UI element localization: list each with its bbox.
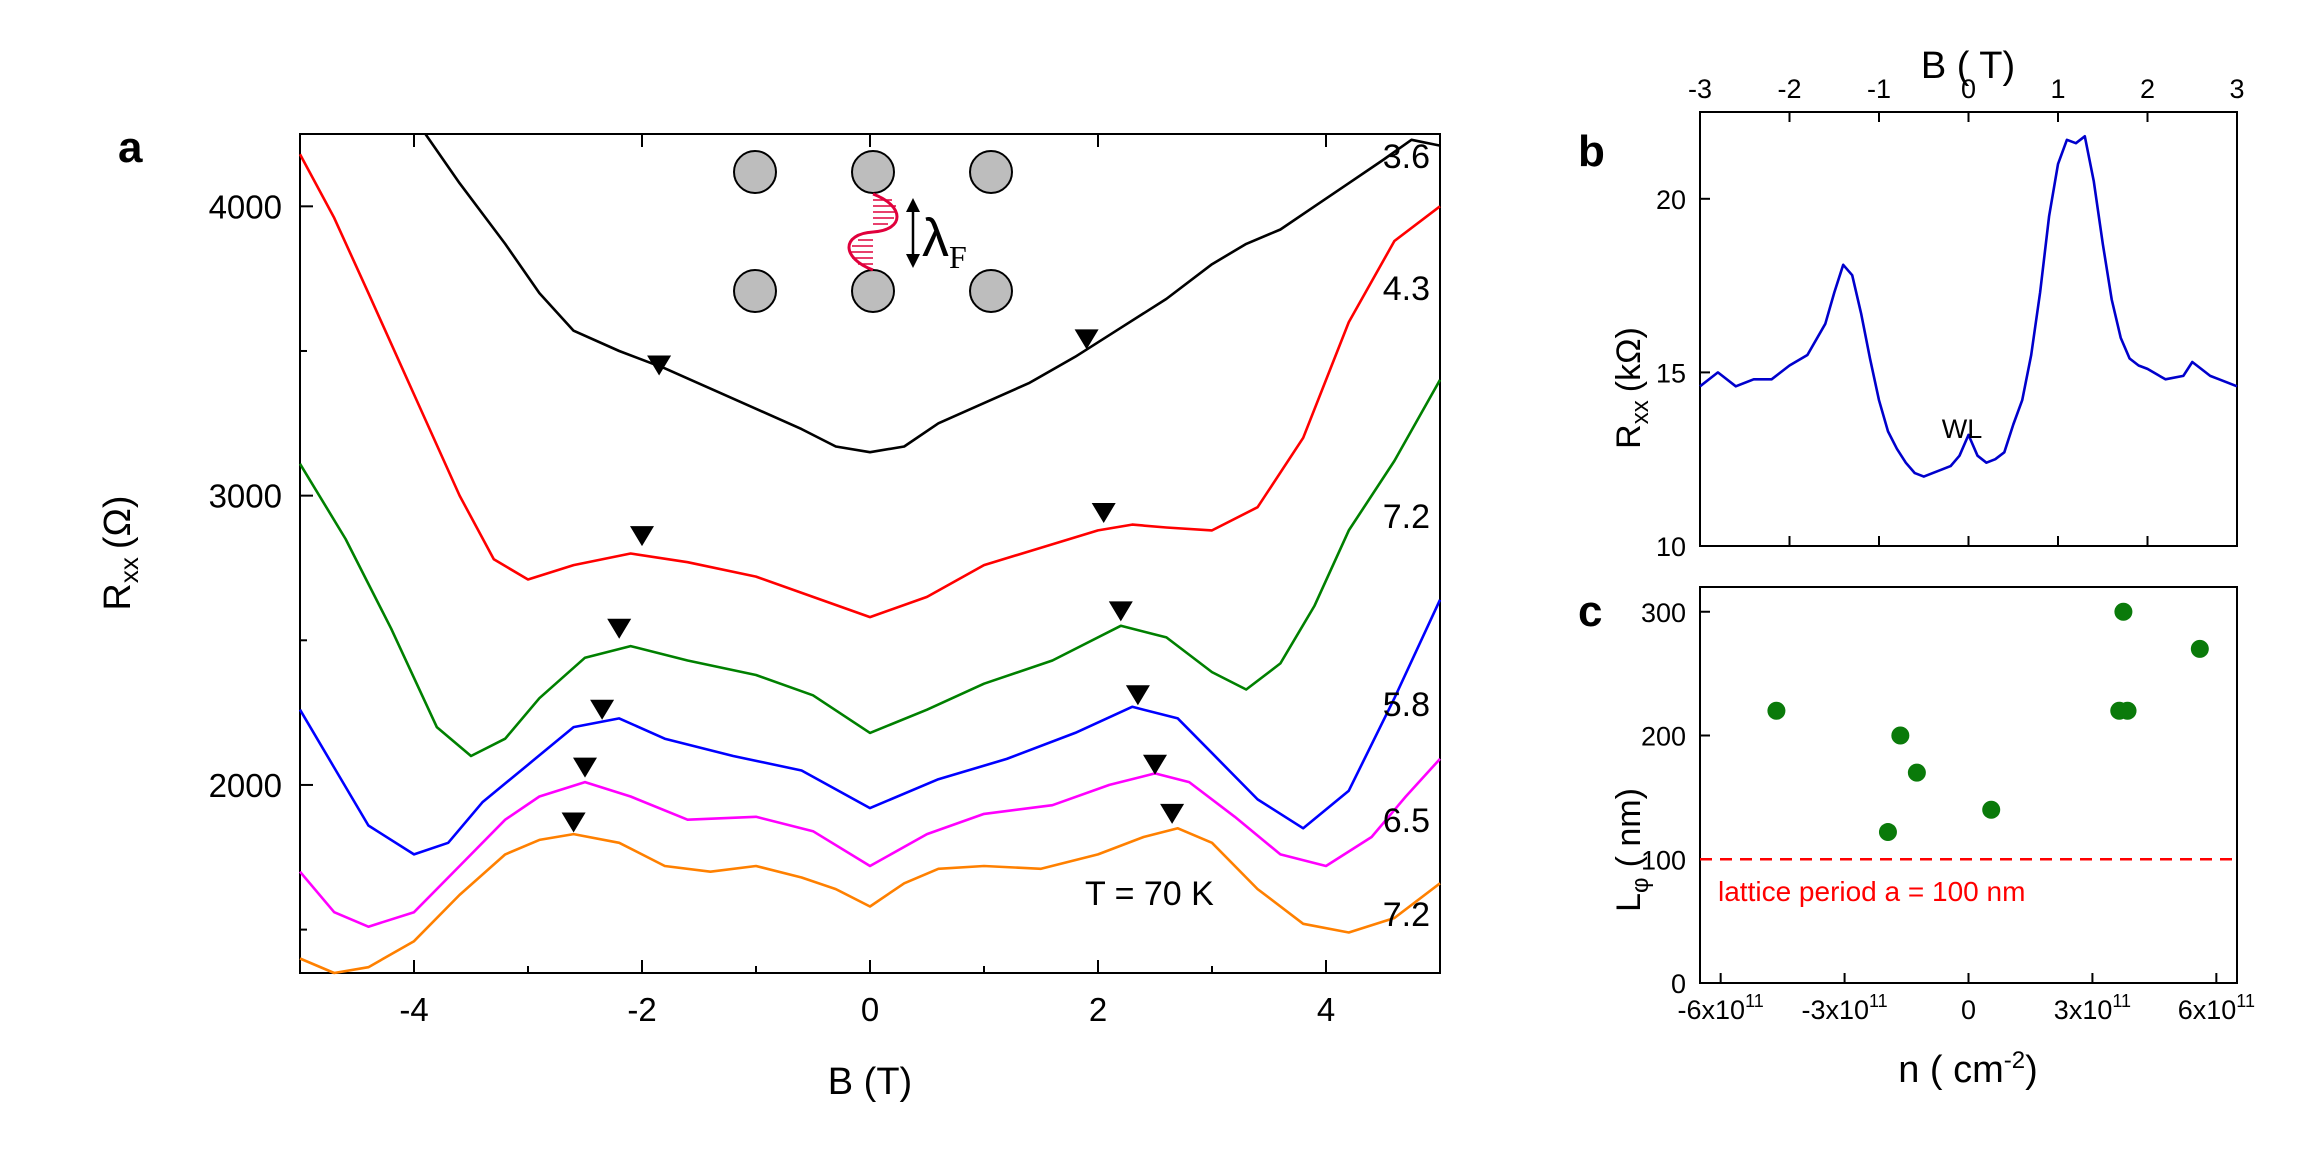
curve-label-a: 7.2 <box>1383 896 1430 934</box>
y-tick-label-a: 3000 <box>209 478 282 515</box>
curve-label-a: 6.5 <box>1383 802 1430 840</box>
x-tick-label-b: 3 <box>2229 74 2244 104</box>
plot-frame-a <box>299 133 1441 974</box>
lattice-dot <box>969 269 1013 313</box>
data-point-c <box>1767 701 1786 720</box>
down-triangle-marker <box>1074 329 1099 350</box>
data-point-c <box>1878 823 1897 842</box>
y-axis-label-b: Rxx(kΩ) <box>1610 327 1654 449</box>
x-axis-label-b: B ( T) <box>1921 45 2015 87</box>
lattice-dot <box>851 150 895 194</box>
marker-group-a <box>561 329 1185 833</box>
down-triangle-marker <box>647 355 672 376</box>
lambda-label: λF <box>922 208 967 275</box>
down-triangle-marker <box>1143 754 1167 775</box>
x-tick-label-b: 0 <box>1961 74 1976 104</box>
wl-annotation: WL <box>1942 414 1983 444</box>
down-triangle-marker <box>1125 685 1150 706</box>
panel-letter-b: b <box>1578 127 1605 176</box>
x-tick-label-a: -2 <box>627 991 656 1028</box>
lattice-dot <box>733 150 777 194</box>
down-triangle-marker <box>1091 502 1116 523</box>
x-axis-label-c: n ( cm-2) <box>1898 1047 2038 1091</box>
y-tick-label-c: 200 <box>1641 722 1686 752</box>
x-tick-label-a: 4 <box>1317 991 1335 1028</box>
curve-group-a <box>298 133 1442 975</box>
y-tick-label-a: 4000 <box>209 188 282 225</box>
plot-frame-b <box>1699 111 2238 547</box>
lattice-dot <box>733 269 777 313</box>
lattice-dot <box>851 269 895 313</box>
panel-a: a -4 -2 0 2 4 2000 3000 4000 3.6 4.3 7.2 5.8 6.5 7.2 <box>97 123 1442 1103</box>
curve-line-a <box>298 599 1442 856</box>
temperature-annotation: T = 70 K <box>1085 875 1214 913</box>
panel-c: c -6x1011 -3x1011 0 3x1011 6x10110100200300 … <box>1578 586 2255 1091</box>
x-tick-label-b: 1 <box>2050 74 2065 104</box>
panel-b: b -3 -2 -1 0 1 2 3 10 15 20 WL B ( T) Rxx(kΩ) <box>1578 45 2245 562</box>
x-tick-label-b: -2 <box>1777 74 1801 104</box>
down-triangle-marker <box>630 526 654 547</box>
tick-group-a: -4 -2 0 2 4 2000 3000 4000 <box>209 134 1441 1028</box>
x-axis-label-a: B (T) <box>828 1061 912 1103</box>
x-tick-label-b: -1 <box>1867 74 1891 104</box>
reference-line-label: lattice period a = 100 nm <box>1718 876 2025 907</box>
x-tick-label-c: -6x1011 <box>1678 991 1764 1025</box>
x-tick-label-a: 0 <box>861 991 879 1028</box>
data-point-c <box>1982 800 2001 819</box>
curve-line-a <box>298 379 1442 758</box>
down-triangle-marker <box>561 812 586 833</box>
y-tick-label-b: 15 <box>1656 358 1686 388</box>
data-point-c <box>1891 726 1910 745</box>
inset-lattice: λF <box>733 150 1013 313</box>
curve-line-b <box>1699 135 2238 478</box>
x-tick-label-c: 3x1011 <box>2054 991 2131 1025</box>
curve-group-b <box>1699 135 2238 478</box>
y-tick-label-b: 10 <box>1656 532 1686 562</box>
curve-line-a <box>298 153 1441 619</box>
y-tick-label-b: 20 <box>1656 185 1686 215</box>
down-triangle-marker <box>1108 601 1133 622</box>
data-point-c <box>2114 602 2133 621</box>
double-arrow-icon <box>906 198 920 268</box>
curve-label-group-a: 3.6 4.3 7.2 5.8 6.5 7.2 <box>1383 138 1430 934</box>
panel-letter-a: a <box>118 123 143 172</box>
x-tick-label-c: 6x1011 <box>2178 991 2255 1025</box>
curve-line-a <box>424 133 1441 454</box>
x-tick-label-a: -4 <box>399 991 428 1028</box>
x-tick-label-c: 0 <box>1961 995 1976 1025</box>
curve-label-a: 7.2 <box>1383 498 1430 536</box>
y-tick-label-c: 0 <box>1671 969 1686 999</box>
plot-frame-c <box>1699 586 2238 984</box>
x-tick-label-b: 2 <box>2140 74 2155 104</box>
lattice-dot <box>969 150 1013 194</box>
y-tick-label-a: 2000 <box>209 767 282 804</box>
y-axis-label-c: Lφ( nm) <box>1610 788 1654 912</box>
x-tick-label-a: 2 <box>1089 991 1107 1028</box>
point-group-c <box>1767 602 2209 842</box>
curve-label-a: 5.8 <box>1383 686 1430 724</box>
tick-group-c: -6x1011 -3x1011 0 3x1011 6x1011 0 100 200 300 <box>1641 598 2255 1025</box>
tick-group-b: -3 -2 -1 0 1 2 3 10 15 20 <box>1656 74 2245 562</box>
y-tick-label-c: 300 <box>1641 598 1686 628</box>
down-triangle-marker <box>607 618 632 639</box>
down-triangle-marker <box>573 757 597 778</box>
curve-line-a <box>299 826 1441 975</box>
down-triangle-marker <box>1160 803 1185 824</box>
y-axis-label-a: Rxx(Ω) <box>97 495 144 610</box>
data-point-c <box>2190 639 2209 658</box>
y-tick-label-c: 100 <box>1641 845 1686 875</box>
down-triangle-marker <box>590 699 615 720</box>
x-tick-label-b: -3 <box>1688 74 1712 104</box>
wave-icon <box>847 192 899 272</box>
curve-label-a: 4.3 <box>1383 270 1430 308</box>
curve-label-a: 3.6 <box>1383 138 1430 176</box>
data-point-c <box>1907 763 1926 782</box>
data-point-c <box>2118 701 2137 720</box>
curve-line-a <box>299 758 1441 929</box>
panel-letter-c: c <box>1578 587 1602 636</box>
x-tick-label-c: -3x1011 <box>1801 991 1887 1025</box>
